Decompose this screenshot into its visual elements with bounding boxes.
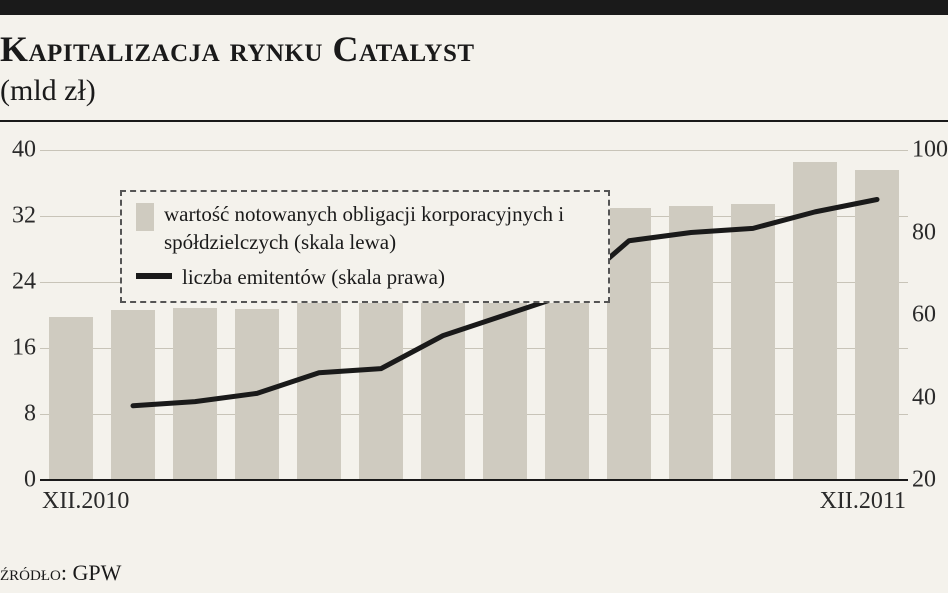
chart-title: Kapitalizacja rynku Catalyst bbox=[0, 28, 475, 70]
legend-item-bars: wartość notowanych obligacji korporacyjn… bbox=[136, 200, 594, 257]
top-black-bar bbox=[0, 0, 948, 15]
title-block: Kapitalizacja rynku Catalyst (mld zł) bbox=[0, 28, 475, 108]
y-left-tick-label: 8 bbox=[0, 401, 36, 428]
chart-top-rule bbox=[0, 120, 948, 122]
bar-swatch-icon bbox=[136, 203, 154, 231]
chart-figure: Kapitalizacja rynku Catalyst (mld zł) wa… bbox=[0, 0, 948, 593]
y-left-tick-label: 32 bbox=[0, 203, 36, 230]
y-left-tick-label: 40 bbox=[0, 137, 36, 164]
legend-item-line: liczba emitentów (skala prawa) bbox=[136, 263, 594, 291]
x-axis-last-label: XII.2011 bbox=[820, 488, 906, 515]
y-right-tick-label: 60 bbox=[912, 302, 948, 329]
chart-subtitle: (mld zł) bbox=[0, 74, 475, 108]
legend-bars-label: wartość notowanych obligacji korporacyjn… bbox=[164, 200, 594, 257]
plot-area: wartość notowanych obligacji korporacyjn… bbox=[40, 150, 908, 480]
y-right-tick-label: 40 bbox=[912, 384, 948, 411]
legend-box: wartość notowanych obligacji korporacyjn… bbox=[120, 190, 610, 303]
y-right-tick-label: 80 bbox=[912, 219, 948, 246]
y-left-tick-label: 24 bbox=[0, 269, 36, 296]
y-right-tick-label: 100 bbox=[912, 137, 948, 164]
y-left-tick-label: 16 bbox=[0, 335, 36, 362]
chart-source: źródło: GPW bbox=[0, 560, 121, 586]
x-axis-first-label: XII.2010 bbox=[42, 488, 129, 515]
legend-line-label: liczba emitentów (skala prawa) bbox=[182, 263, 445, 291]
chart-region: wartość notowanych obligacji korporacyjn… bbox=[0, 120, 948, 520]
y-left-tick-label: 0 bbox=[0, 467, 36, 494]
x-axis-baseline bbox=[40, 479, 908, 481]
line-swatch-icon bbox=[136, 273, 172, 279]
y-right-tick-label: 20 bbox=[912, 467, 948, 494]
